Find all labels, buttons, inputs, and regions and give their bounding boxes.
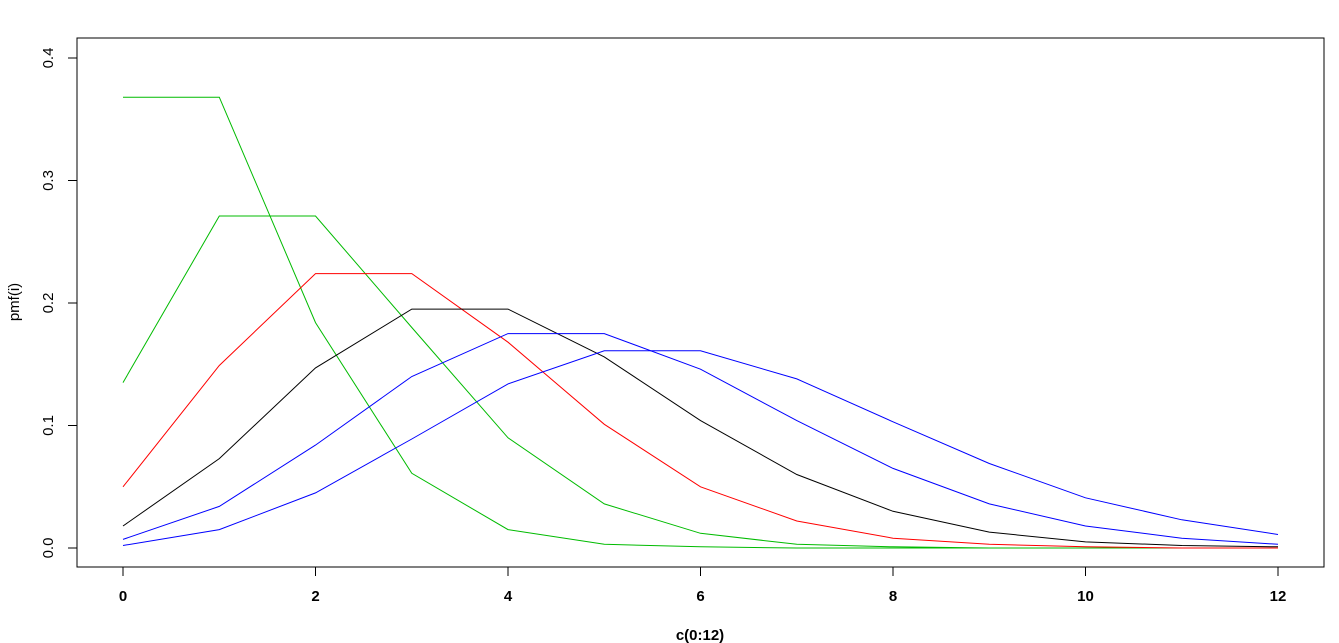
x-tick-label: 0 — [119, 588, 127, 605]
x-tick-label: 2 — [311, 588, 319, 605]
x-tick-label: 8 — [889, 588, 897, 605]
x-tick-label: 6 — [696, 588, 704, 605]
plot-frame — [76, 37, 1325, 568]
y-tick-label: 0.4 — [40, 48, 57, 69]
series-line-3 — [122, 273, 1278, 549]
series-line-1 — [123, 96, 1278, 549]
x-axis-title: c(0:12) — [676, 627, 724, 643]
y-tick-label: 0.0 — [40, 538, 57, 559]
series-line-6 — [122, 350, 1279, 546]
x-tick-label: 4 — [504, 588, 513, 605]
series-line-5 — [122, 333, 1279, 545]
y-tick-label: 0.3 — [40, 170, 57, 191]
x-tick-label: 12 — [1270, 588, 1287, 605]
x-axis: 0 2 4 6 8 10 12 — [119, 566, 1287, 605]
y-axis: 0.0 0.1 0.2 0.3 0.4 — [40, 48, 78, 559]
series-line-2 — [122, 215, 1278, 549]
y-tick-label: 0.1 — [40, 415, 57, 436]
series-line-4 — [122, 308, 1279, 548]
y-axis-title: pmf(i) — [6, 283, 23, 321]
series-lines — [122, 96, 1279, 549]
x-tick-label: 10 — [1077, 588, 1094, 605]
y-tick-label: 0.2 — [40, 293, 57, 314]
